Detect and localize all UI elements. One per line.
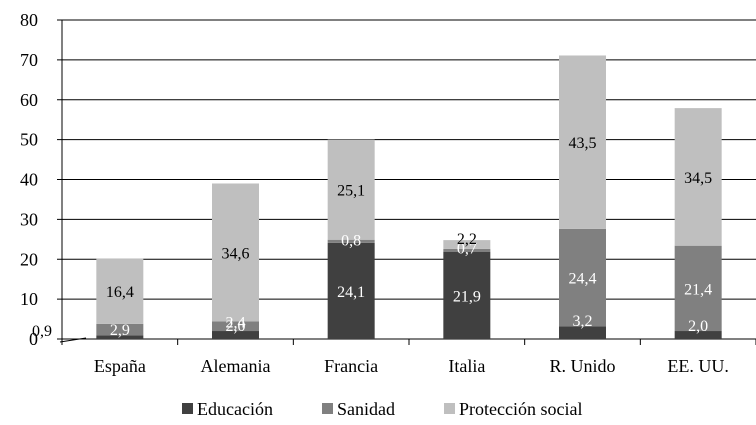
- data-label: 43,5: [569, 135, 597, 152]
- data-label: 3,2: [573, 313, 593, 330]
- bar-segment: [96, 323, 144, 336]
- axes: 0 10 20 30 40 50 60 70 80 España Alemania Francia It…: [20, 10, 756, 376]
- x-tick-label: Francia: [324, 356, 378, 376]
- data-label: 2,2: [457, 231, 477, 248]
- data-label: 34,5: [684, 170, 712, 187]
- data-label: 16,4: [106, 284, 134, 301]
- data-label: 2,4: [226, 314, 246, 331]
- x-tick-label: EE. UU.: [667, 356, 729, 376]
- bar-segment: [327, 139, 375, 240]
- data-label: 24,1: [337, 284, 365, 301]
- bar-segment: [443, 240, 491, 249]
- legend: Educación Sanidad Protección social: [182, 399, 582, 419]
- bar-segment: [674, 245, 722, 332]
- legend-swatch: [322, 403, 333, 414]
- label-leader-line: [59, 337, 87, 343]
- bar-segment: [559, 228, 606, 327]
- x-tick-label: España: [94, 356, 146, 376]
- data-label: 21,9: [453, 288, 481, 305]
- legend-label: Sanidad: [337, 399, 395, 419]
- data-label: 0,7: [457, 241, 477, 258]
- bar-segment: [96, 335, 144, 339]
- bar-segment: [212, 331, 259, 339]
- data-label: 2,0: [226, 318, 246, 335]
- legend-label: Educación: [197, 399, 273, 419]
- bar-segment: [443, 248, 491, 252]
- x-tick-label: Italia: [448, 356, 485, 376]
- data-label: 2,0: [688, 318, 708, 335]
- data-label: 0,8: [341, 233, 361, 250]
- bars: [96, 55, 722, 339]
- x-tick-label: Alemania: [201, 356, 271, 376]
- legend-swatch: [182, 403, 193, 414]
- data-label: 25,1: [337, 183, 365, 200]
- bar-segment: [559, 326, 606, 339]
- bar-segment: [327, 242, 375, 339]
- y-tick-label: 20: [20, 249, 38, 269]
- bar-segment: [212, 183, 259, 322]
- data-label: 24,4: [569, 271, 597, 288]
- data-label: 34,6: [222, 245, 250, 262]
- data-label: 0,9: [32, 323, 52, 340]
- y-tick-label: 80: [20, 10, 38, 30]
- data-label: 2,9: [110, 322, 130, 339]
- x-tick-label: R. Unido: [549, 356, 615, 376]
- bar-segment: [327, 239, 375, 243]
- bar-segment: [96, 258, 144, 324]
- bar-segment: [443, 251, 491, 339]
- y-tick-label: 10: [20, 289, 38, 309]
- data-labels: 0,9 2,916,42,02,434,624,10,825,121,90,72,…: [32, 135, 712, 343]
- grid-lines: [62, 19, 756, 300]
- data-label: 21,4: [684, 281, 712, 298]
- y-tick-label: 0: [29, 329, 38, 349]
- y-tick-label: 70: [20, 50, 38, 70]
- y-tick-label: 30: [20, 209, 38, 229]
- legend-swatch: [444, 403, 455, 414]
- legend-label: Protección social: [459, 399, 582, 419]
- bar-segment: [212, 321, 259, 332]
- bar-segment: [674, 108, 722, 246]
- bar-segment: [674, 331, 722, 339]
- y-tick-label: 50: [20, 130, 38, 150]
- bar-segment: [559, 55, 606, 229]
- y-tick-label: 40: [20, 170, 38, 190]
- y-tick-label: 60: [20, 90, 38, 110]
